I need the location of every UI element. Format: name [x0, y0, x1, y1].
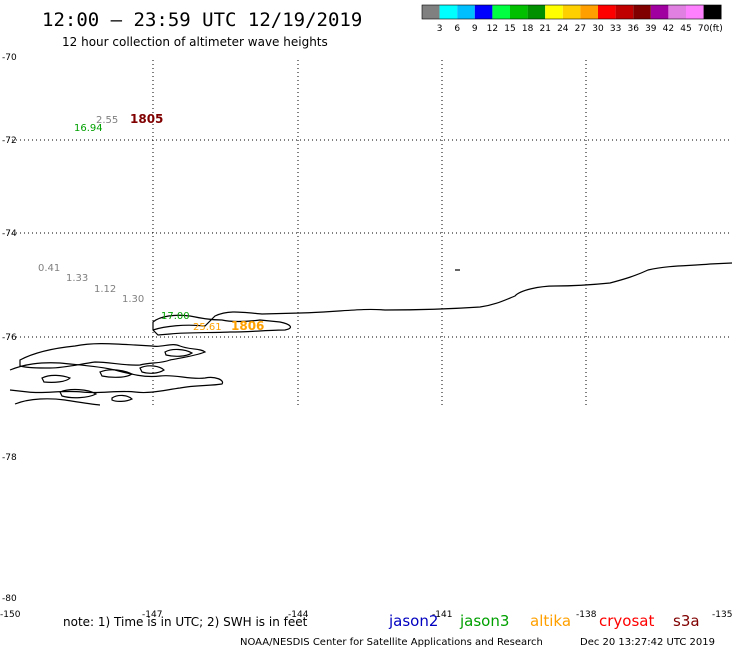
wave-label: 1.30 — [122, 294, 144, 305]
color-scale-label: 3 — [437, 24, 443, 34]
satellite-cryosat: cryosat — [599, 612, 654, 630]
map-title: 12:00 – 23:59 UTC 12/19/2019 — [42, 9, 362, 31]
satellite-s3a: s3a — [673, 612, 700, 630]
color-scale-swatch — [703, 5, 722, 19]
lat-lon-grid — [8, 60, 730, 405]
lat-label-76: -76 — [2, 333, 17, 343]
color-scale-label: 15 — [504, 24, 515, 34]
lat-label-80: -80 — [2, 594, 17, 604]
color-scale-legend: 3 6 9 12 15 18 21 24 27 30 33 36 39 42 45 70 (ft) — [421, 4, 723, 34]
satellite-jason3: jason3 — [459, 612, 509, 630]
color-scale-swatch — [457, 5, 475, 19]
latitude-labels: -70 -72 -74 -76 -78 -80 — [2, 53, 17, 604]
satellite-jason2: jason2 — [388, 612, 438, 630]
color-scale-label: 18 — [522, 24, 534, 34]
coast-segment-e — [99, 369, 134, 378]
coast-segment-b — [19, 343, 207, 369]
color-scale-label: 36 — [627, 24, 639, 34]
color-scale-label: 70 — [698, 24, 710, 34]
coast-segment-g — [59, 388, 98, 399]
ice-shelf-coastline — [152, 262, 733, 331]
color-scale-swatch — [598, 5, 616, 19]
footer-source: NOAA/NESDIS Center for Satellite Applica… — [240, 637, 543, 648]
cycle-label: 1806 — [231, 319, 264, 333]
coast-segment-i — [14, 398, 101, 406]
longitude-labels: -150 -147 -144 -141 -138 -135 — [0, 610, 732, 620]
lon-label-141: -141 — [432, 610, 452, 620]
color-scale-swatch — [562, 5, 581, 19]
wave-label: 0.41 — [38, 263, 60, 274]
color-scale-swatch — [633, 5, 651, 19]
color-scale-label: 30 — [592, 24, 604, 34]
wave-height-labels: 2.55 16.94 0.41 1.33 1.12 1.30 17.00 25.… — [38, 115, 222, 333]
coast-segment-h — [111, 394, 134, 402]
lat-label-74: -74 — [2, 229, 17, 239]
cycle-labels: 1805 1806 — [130, 112, 264, 333]
lat-label-70: -70 — [2, 53, 17, 63]
color-scale-label: 21 — [539, 24, 550, 34]
color-scale-frame — [421, 4, 722, 20]
color-scale-swatch — [422, 5, 440, 19]
lon-label-147: -147 — [142, 610, 162, 620]
color-scale-swatch — [545, 5, 563, 19]
lat-label-72: -72 — [2, 136, 17, 146]
color-scale-label: 27 — [575, 24, 586, 34]
coast-segment-f — [139, 365, 165, 374]
wave-label: 1.33 — [66, 273, 88, 284]
wave-label: 25.61 — [193, 322, 222, 333]
color-scale-swatch — [439, 5, 458, 19]
wave-label: 1.12 — [94, 284, 116, 295]
satellite-altika: altika — [530, 612, 571, 630]
color-scale-swatch — [510, 5, 528, 19]
lon-label-144: -144 — [288, 610, 309, 620]
lon-label-138: -138 — [576, 610, 597, 620]
wave-label: 16.94 — [74, 123, 103, 134]
wave-label: 2.55 — [96, 115, 118, 126]
color-scale-label: 12 — [487, 24, 498, 34]
color-scale-label: 45 — [680, 24, 691, 34]
lon-label-135: -135 — [712, 610, 732, 620]
color-scale-label: 39 — [645, 24, 657, 34]
color-scale-swatch — [668, 5, 686, 19]
coast-segment-c — [9, 362, 224, 394]
footer-timestamp: Dec 20 13:27:42 UTC 2019 — [580, 637, 715, 648]
units-note: note: 1) Time is in UTC; 2) SWH is in fe… — [63, 615, 308, 629]
color-scale-swatch — [474, 5, 493, 19]
color-scale-swatch — [686, 5, 704, 19]
lon-label-150: -150 — [0, 610, 21, 620]
antarctic-coastline — [9, 262, 733, 406]
color-scale-swatch — [492, 5, 510, 19]
color-scale-label: 9 — [472, 24, 478, 34]
coast-segment-a — [152, 314, 292, 336]
coast-segment-j — [164, 348, 194, 357]
color-scale-label: 42 — [663, 24, 674, 34]
color-scale-label: 6 — [454, 24, 460, 34]
cycle-label: 1805 — [130, 112, 163, 126]
lat-label-78: -78 — [2, 453, 17, 463]
wave-label: 17.00 — [161, 311, 190, 322]
color-scale-label: 24 — [557, 24, 569, 34]
color-scale-label: 33 — [610, 24, 621, 34]
satellite-legend: jason2 jason3 altika cryosat s3a — [388, 612, 700, 630]
color-scale-swatch — [527, 5, 546, 19]
color-scale-swatch — [580, 5, 598, 19]
color-scale-unit: (ft) — [709, 24, 723, 34]
color-scale-swatch — [650, 5, 669, 19]
coast-segment-d — [41, 374, 72, 383]
color-scale-swatch — [615, 5, 634, 19]
map-subtitle: 12 hour collection of altimeter wave hei… — [62, 35, 328, 49]
